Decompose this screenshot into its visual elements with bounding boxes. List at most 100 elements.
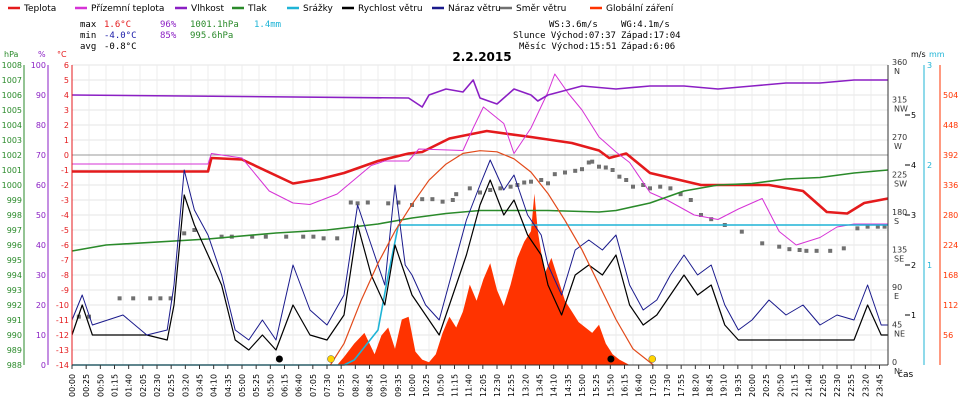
temperature-tick-label: -6 bbox=[61, 241, 69, 250]
radiation-tick-label: 112 bbox=[943, 301, 958, 310]
direction-tick-label: 90 bbox=[892, 283, 902, 292]
direction-point bbox=[603, 165, 608, 170]
stats-min-label: min bbox=[80, 31, 96, 41]
x-tick-label: 09:35 bbox=[394, 374, 403, 397]
direction-point bbox=[760, 241, 765, 246]
header-stats: max 1.6°C 96% 1001.1hPa 1.4mm min -4.0°C… bbox=[80, 20, 681, 52]
stats-max-press: 1001.1hPa bbox=[190, 20, 239, 30]
temperature-tick-label: -7 bbox=[61, 256, 69, 265]
series-line bbox=[71, 159, 888, 341]
direction-point bbox=[668, 186, 673, 191]
info-wg: WG:4.1m/s bbox=[621, 20, 670, 30]
temperature-tick-label: -1 bbox=[61, 166, 69, 175]
direction-point bbox=[580, 167, 584, 172]
humidity-tick-label: 100 bbox=[31, 61, 46, 70]
legend-item: Teplota bbox=[23, 4, 56, 14]
direction-tick-label: 225 bbox=[892, 171, 907, 180]
info-moon: Měsíc Východ:15:51 bbox=[519, 42, 617, 52]
radiation-tick-label: 56 bbox=[943, 331, 953, 340]
radiation-layer bbox=[337, 193, 630, 365]
stats-min-temp: -4.0°C bbox=[104, 31, 137, 41]
wind-tick-label: 3 bbox=[911, 211, 916, 220]
x-tick-label: 10:50 bbox=[436, 374, 445, 397]
x-tick-label: 07:30 bbox=[323, 374, 332, 397]
x-tick-label: 21:15 bbox=[791, 374, 800, 397]
direction-point bbox=[617, 174, 622, 179]
x-tick-label: 07:05 bbox=[309, 374, 318, 397]
direction-point bbox=[440, 199, 445, 204]
temperature-tick-label: 3 bbox=[64, 106, 69, 115]
x-tick-label: 22:05 bbox=[819, 374, 828, 397]
direction-point bbox=[396, 200, 401, 205]
x-tick-label: 11:40 bbox=[465, 374, 474, 397]
x-tick-label: 17:05 bbox=[649, 374, 658, 397]
stats-max-label: max bbox=[80, 20, 97, 30]
x-tick-label: 23:20 bbox=[861, 374, 870, 397]
pressure-tick-label: 989 bbox=[7, 346, 22, 355]
rain-tick-label: 1 bbox=[927, 261, 932, 270]
x-tick-label: 01:15 bbox=[111, 374, 120, 397]
radiation-tick-label: 168 bbox=[943, 271, 958, 280]
temperature-tick-label: -5 bbox=[61, 226, 69, 235]
humidity-tick-label: 70 bbox=[36, 151, 46, 160]
x-tick-label: 10:00 bbox=[408, 374, 417, 397]
x-tick-label: 13:20 bbox=[521, 374, 530, 397]
radiation-tick-label: 224 bbox=[943, 241, 958, 250]
temperature-tick-label: -9 bbox=[61, 286, 69, 295]
direction-tick-label: E bbox=[894, 292, 899, 301]
direction-point bbox=[658, 184, 663, 189]
direction-point bbox=[284, 234, 289, 239]
direction-point bbox=[688, 198, 693, 202]
stats-avg-label: avg bbox=[80, 42, 96, 52]
direction-point bbox=[787, 247, 792, 252]
x-tick-label: 22:55 bbox=[847, 374, 856, 397]
x-tick-label: 03:20 bbox=[181, 374, 190, 397]
x-tick-label: 11:15 bbox=[451, 374, 460, 397]
x-tick-label: 18:45 bbox=[706, 374, 715, 397]
x-tick-label: 19:10 bbox=[720, 374, 729, 397]
x-tick-label: 15:00 bbox=[578, 374, 587, 397]
pressure-tick-label: 1005 bbox=[2, 106, 22, 115]
x-tick-label: 18:20 bbox=[691, 374, 700, 397]
wind-tick-label: 2 bbox=[911, 261, 916, 270]
x-tick-label: 08:45 bbox=[366, 374, 375, 397]
x-tick-label: 17:30 bbox=[663, 374, 672, 397]
direction-point bbox=[777, 244, 782, 249]
x-axis-label: čas bbox=[898, 369, 913, 380]
humidity-tick-label: 40 bbox=[36, 241, 46, 250]
x-tick-label: 10:25 bbox=[422, 374, 431, 397]
direction-tick-label: NE bbox=[894, 330, 905, 339]
radiation-tick-label: 280 bbox=[943, 211, 958, 220]
unit-hpa: hPa bbox=[4, 50, 19, 59]
radiation-tick-label: 448 bbox=[943, 121, 958, 130]
pressure-tick-label: 993 bbox=[7, 286, 22, 295]
direction-point bbox=[454, 192, 459, 197]
sun-moon-markers bbox=[275, 355, 657, 363]
humidity-tick-label: 80 bbox=[36, 121, 46, 130]
stats-max-hum: 96% bbox=[160, 20, 177, 30]
x-tick-label: 04:35 bbox=[224, 374, 233, 397]
series-line bbox=[72, 73, 888, 246]
legend: Teplota Přízemní teplota Vlhkost Tlak Srážky… bbox=[8, 4, 674, 14]
direction-point bbox=[539, 178, 544, 182]
series-line bbox=[71, 179, 888, 351]
direction-tick-label: 315 bbox=[892, 96, 907, 105]
info-ws: WS:3.6m/s bbox=[549, 20, 598, 30]
pressure-tick-label: 1006 bbox=[2, 91, 22, 100]
direction-point bbox=[478, 190, 482, 195]
temperature-tick-label: 5 bbox=[64, 76, 69, 85]
direction-tick-label: NW bbox=[894, 105, 908, 114]
series-line bbox=[72, 129, 889, 215]
direction-point bbox=[450, 198, 455, 202]
unit-degc: °C bbox=[57, 50, 67, 59]
direction-tick-label: N bbox=[894, 367, 900, 376]
rain-tick-label: 2 bbox=[927, 161, 932, 170]
direction-tick-label: 45 bbox=[892, 321, 902, 330]
x-tick-label: 20:25 bbox=[762, 374, 771, 397]
direction-point bbox=[386, 201, 391, 206]
direction-point bbox=[168, 296, 173, 301]
legend-item: Přízemní teplota bbox=[91, 4, 164, 14]
x-tick-label: 02:05 bbox=[139, 374, 148, 397]
wind-direction-layer bbox=[76, 159, 887, 319]
direction-point bbox=[709, 217, 714, 222]
